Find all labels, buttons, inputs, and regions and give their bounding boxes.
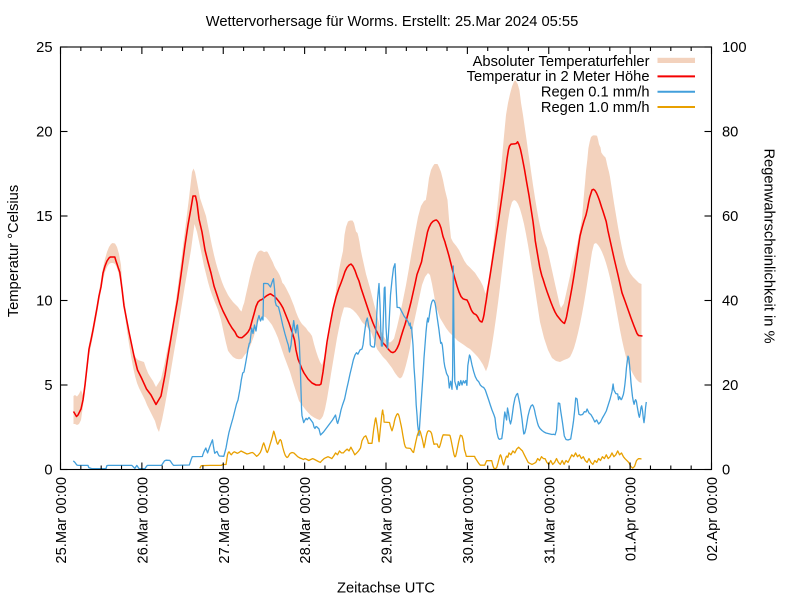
- svg-text:30.Mar 00:00: 30.Mar 00:00: [461, 477, 477, 564]
- svg-text:0: 0: [722, 463, 730, 479]
- svg-text:26.Mar 00:00: 26.Mar 00:00: [136, 477, 152, 564]
- svg-text:25: 25: [36, 40, 52, 56]
- svg-text:Wettervorhersage für Worms. Er: Wettervorhersage für Worms. Erstellt: 25…: [206, 14, 579, 30]
- svg-text:29.Mar 00:00: 29.Mar 00:00: [380, 477, 396, 564]
- svg-text:60: 60: [722, 209, 738, 225]
- svg-text:Regen 0.1 mm/h: Regen 0.1 mm/h: [541, 85, 650, 101]
- svg-text:27.Mar 00:00: 27.Mar 00:00: [217, 477, 233, 564]
- svg-text:20: 20: [722, 378, 738, 394]
- svg-text:28.Mar 00:00: 28.Mar 00:00: [298, 477, 314, 564]
- svg-text:Zeitachse UTC: Zeitachse UTC: [337, 581, 435, 597]
- svg-text:02.Apr 00:00: 02.Apr 00:00: [705, 477, 721, 561]
- svg-text:5: 5: [44, 378, 52, 394]
- svg-text:01.Apr 00:00: 01.Apr 00:00: [624, 477, 640, 561]
- svg-text:Temperatur °Celsius: Temperatur °Celsius: [6, 185, 22, 317]
- svg-text:80: 80: [722, 125, 738, 141]
- svg-text:Temperatur in 2 Meter Höhe: Temperatur in 2 Meter Höhe: [467, 69, 650, 85]
- svg-text:15: 15: [36, 209, 52, 225]
- svg-text:25.Mar 00:00: 25.Mar 00:00: [54, 477, 70, 564]
- svg-text:100: 100: [722, 40, 747, 56]
- svg-text:10: 10: [36, 294, 52, 310]
- svg-text:0: 0: [44, 463, 52, 479]
- svg-text:Absoluter Temperaturfehler: Absoluter Temperaturfehler: [473, 54, 650, 70]
- svg-text:40: 40: [722, 294, 738, 310]
- svg-text:31.Mar 00:00: 31.Mar 00:00: [542, 477, 558, 564]
- svg-text:Regen 1.0 mm/h: Regen 1.0 mm/h: [541, 100, 650, 116]
- svg-text:20: 20: [36, 125, 52, 141]
- svg-text:Regenwahrscheinlichkeit in %: Regenwahrscheinlichkeit in %: [761, 148, 777, 343]
